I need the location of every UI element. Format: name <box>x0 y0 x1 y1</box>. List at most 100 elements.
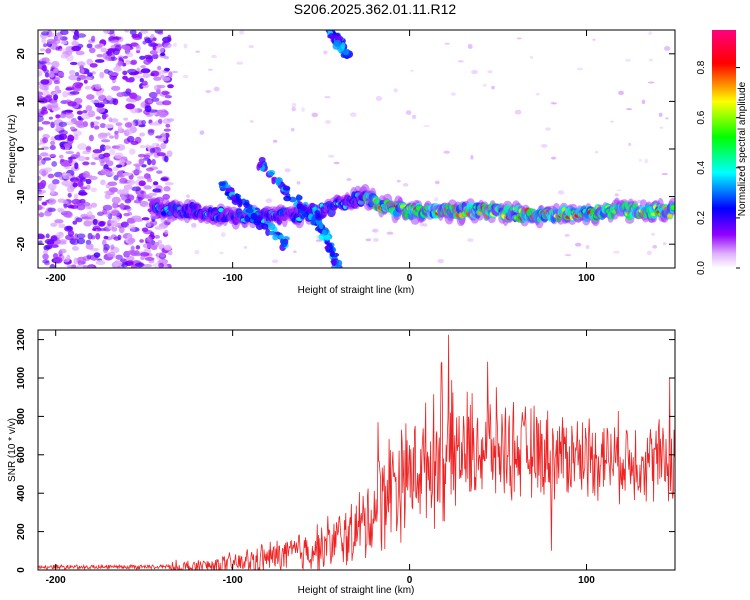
heatmap-cell <box>90 121 95 129</box>
heatmap-cell <box>39 48 46 52</box>
heatmap-cell <box>139 132 145 137</box>
heatmap-cell <box>140 68 151 74</box>
heatmap-cell <box>94 103 105 108</box>
heatmap-cell <box>115 164 123 168</box>
heatmap-cell <box>646 250 652 256</box>
heatmap-cell <box>124 122 133 128</box>
spectrogram-y-tick-label: 10 <box>16 95 27 107</box>
heatmap-cell <box>576 67 584 71</box>
heatmap-cell <box>327 154 335 158</box>
heatmap-cell <box>50 222 58 227</box>
heatmap-cell <box>96 106 106 113</box>
heatmap-cell <box>342 48 350 56</box>
heatmap-cell <box>658 112 663 117</box>
heatmap-cell <box>55 46 60 51</box>
heatmap-cell <box>86 94 95 100</box>
heatmap-cell <box>616 189 622 192</box>
heatmap-cell <box>280 240 288 248</box>
heatmap-cell <box>103 113 109 118</box>
heatmap-cell <box>157 118 163 124</box>
heatmap-cell <box>118 158 126 165</box>
heatmap-cell <box>552 102 557 105</box>
heatmap-cell <box>38 70 43 77</box>
heatmap-cell <box>153 84 162 91</box>
heatmap-cell <box>69 61 78 66</box>
heatmap-cell <box>52 91 59 96</box>
heatmap-cell <box>396 179 401 183</box>
heatmap-cell <box>117 170 124 177</box>
heatmap-cell <box>141 119 147 125</box>
heatmap-cell <box>42 259 50 264</box>
heatmap-cell <box>119 180 129 185</box>
heatmap-cell <box>119 202 125 210</box>
heatmap-cell <box>111 226 118 232</box>
heatmap-cell <box>123 55 128 59</box>
heatmap-cell <box>73 30 79 36</box>
heatmap-cell <box>375 96 383 101</box>
heatmap-cell <box>529 56 534 59</box>
heatmap-cell <box>59 113 67 119</box>
heatmap-cell <box>124 30 130 33</box>
heatmap-cell <box>77 180 84 188</box>
heatmap-cell <box>239 30 245 35</box>
heatmap-cell <box>662 242 667 245</box>
heatmap-cell <box>149 50 158 55</box>
heatmap-cell <box>67 134 75 142</box>
heatmap-cell <box>102 52 108 60</box>
spectrogram-x-tick-label: -200 <box>46 273 66 284</box>
heatmap-cell <box>110 244 115 250</box>
heatmap-cell <box>50 187 55 195</box>
heatmap-cell <box>613 250 620 254</box>
heatmap-cell <box>142 264 153 268</box>
heatmap-cell <box>516 37 522 40</box>
heatmap-cell <box>273 139 278 143</box>
heatmap-cell <box>71 198 82 205</box>
snr-y-tick-label: 400 <box>16 484 27 501</box>
heatmap-cell <box>160 177 169 181</box>
heatmap-cell <box>405 110 412 115</box>
heatmap-cell <box>125 127 134 135</box>
heatmap-cell <box>139 55 146 60</box>
heatmap-cell <box>402 182 409 187</box>
heatmap-cell <box>199 130 205 135</box>
heatmap-cell <box>293 250 297 254</box>
heatmap-cell <box>134 70 140 75</box>
heatmap-cell <box>92 218 98 225</box>
heatmap-cell <box>82 171 90 178</box>
heatmap-cell <box>75 50 85 56</box>
heatmap-cell <box>164 182 174 186</box>
heatmap-cell <box>315 239 323 242</box>
heatmap-cell <box>42 137 49 144</box>
heatmap-cell <box>165 123 171 128</box>
heatmap-cell <box>211 54 218 59</box>
heatmap-cell <box>147 129 155 136</box>
heatmap-cell <box>99 123 106 129</box>
heatmap-cell <box>156 152 166 157</box>
heatmap-cell <box>146 236 152 243</box>
heatmap-cell <box>38 233 44 239</box>
colorbar-ticks: 0.0 0.2 0.4 0.6 0.8 <box>696 60 740 275</box>
heatmap-cell <box>82 161 90 166</box>
heatmap-cell <box>47 173 55 179</box>
colorbar-tick-label: 0.4 <box>696 160 707 174</box>
heatmap-cell <box>94 44 103 49</box>
heatmap-cell <box>76 151 81 158</box>
heatmap-cell <box>156 170 163 174</box>
heatmap-cell <box>267 222 276 231</box>
heatmap-cell <box>73 193 79 200</box>
heatmap-cell <box>85 145 92 153</box>
heatmap-cell <box>84 85 92 90</box>
heatmap-cell <box>625 58 631 62</box>
heatmap-cell <box>91 71 96 75</box>
heatmap-cell <box>94 59 105 63</box>
heatmap-cell <box>41 201 48 206</box>
spectrogram-x-ticks: -200 -100 0 100 <box>46 30 595 284</box>
heatmap-cell <box>346 178 352 181</box>
figure-title: S206.2025.362.01.11.R12 <box>294 1 457 17</box>
heatmap-cell <box>147 99 153 104</box>
heatmap-cell <box>63 142 73 148</box>
heatmap-cell <box>540 143 548 148</box>
heatmap-cell <box>160 142 167 150</box>
heatmap-cell <box>283 195 291 202</box>
